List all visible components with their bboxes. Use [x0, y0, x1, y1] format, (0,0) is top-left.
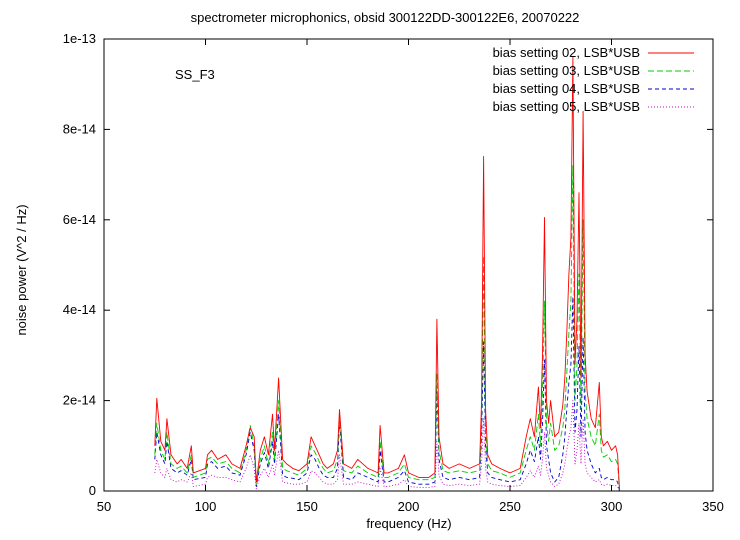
y-tick-label: 6e-14 — [63, 212, 96, 227]
x-tick-label: 100 — [195, 499, 217, 514]
x-tick-label: 200 — [398, 499, 420, 514]
series-line-3 — [154, 296, 621, 492]
chart-legend: bias setting 02, LSB*USB bias setting 03,… — [493, 45, 694, 114]
legend-label: bias setting 03, LSB*USB — [493, 63, 640, 78]
legend-label: bias setting 04, LSB*USB — [493, 81, 640, 96]
axes: 50 100 150 200 250 300 350 0 2e-14 4e-14 6e-14 8e-1… — [63, 31, 724, 514]
y-tick-label: 4e-14 — [63, 302, 96, 317]
y-tick-label: 0 — [89, 483, 96, 498]
y-tick-label: 2e-14 — [63, 393, 96, 408]
series-line-4 — [154, 400, 621, 492]
legend-label: bias setting 02, LSB*USB — [493, 45, 640, 60]
y-tick-label: 8e-14 — [63, 121, 96, 136]
series-line-2 — [154, 165, 621, 492]
legend-label: bias setting 05, LSB*USB — [493, 99, 640, 114]
series-line-1 — [154, 56, 621, 492]
plot-area — [154, 56, 621, 492]
y-tick-label: 1e-13 — [63, 31, 96, 46]
x-tick-label: 250 — [499, 499, 521, 514]
x-tick-label: 350 — [702, 499, 724, 514]
chart-annotation: SS_F3 — [175, 67, 215, 82]
x-tick-label: 300 — [601, 499, 623, 514]
x-tick-label: 150 — [296, 499, 318, 514]
chart-title: spectrometer microphonics, obsid 300122D… — [191, 10, 580, 25]
x-axis-label: frequency (Hz) — [366, 516, 451, 531]
x-tick-label: 50 — [97, 499, 111, 514]
y-axis-label: noise power (V^2 / Hz) — [14, 204, 29, 335]
